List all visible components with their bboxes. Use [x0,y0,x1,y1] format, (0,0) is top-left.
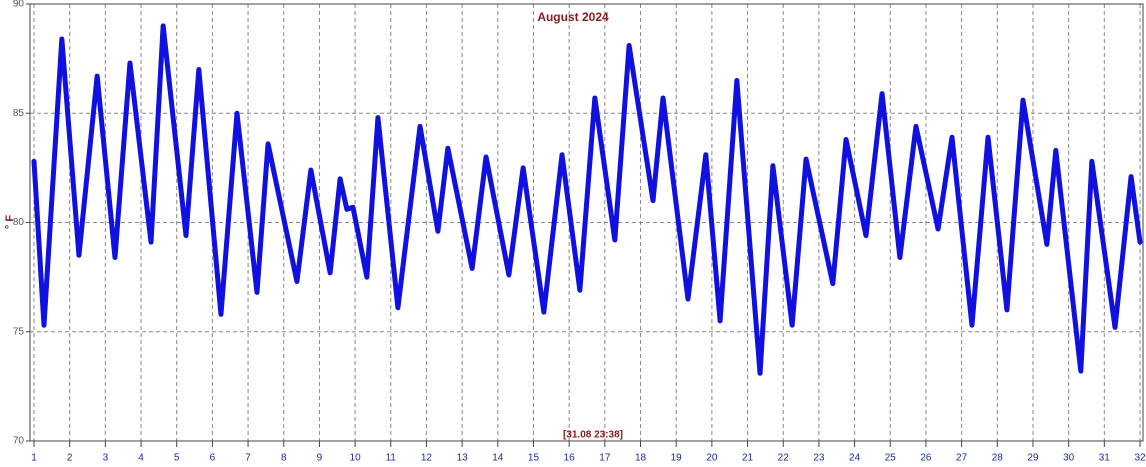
x-tick-label: 31 [1099,453,1111,464]
x-tick-label: 16 [564,453,576,464]
x-tick-label: 3 [103,453,109,464]
data-line [31,23,1143,376]
y-axis-label: ° F [4,215,16,229]
x-tick-label: 5 [174,453,180,464]
x-tick-label: 10 [350,453,362,464]
x-tick-label: 24 [849,453,861,464]
x-tick-label: 14 [492,453,504,464]
y-tick-label: 75 [13,326,25,337]
x-tick-label: 29 [1027,453,1039,464]
x-tick-label: 20 [706,453,718,464]
y-tick-label: 70 [13,436,25,447]
x-tick-label: 11 [386,453,397,464]
x-tick-label: 1 [31,453,37,464]
x-tick-label: 8 [281,453,287,464]
x-tick-label: 27 [956,453,968,464]
y-tick-label: 80 [13,217,25,228]
x-tick-label: 19 [671,453,683,464]
x-tick-label: 6 [210,453,216,464]
x-tick-label: 2 [67,453,73,464]
x-tick-label: 22 [778,453,790,464]
x-tick-label: 7 [245,453,251,464]
y-tick-label: 90 [13,0,25,10]
x-tick-label: 18 [635,453,647,464]
x-tick-label: 26 [920,453,932,464]
x-tick-label: 17 [599,453,611,464]
annotation: [31.08 23:38] [563,430,623,441]
x-tick-label: 30 [1063,453,1075,464]
x-tick-label: 4 [138,453,144,464]
x-tick-label: 12 [421,453,433,464]
y-tick-label: 85 [13,108,25,119]
x-tick-label: 25 [885,453,897,464]
x-tick-label: 21 [742,453,754,464]
x-tick-label: 28 [992,453,1004,464]
x-tick-label: 15 [528,453,540,464]
chart-title: August 2024 [537,10,609,24]
x-tick-label: 9 [317,453,323,464]
x-tick-label: 13 [457,453,469,464]
x-tick-label: 23 [813,453,825,464]
x-tick-label: 32 [1134,453,1146,464]
